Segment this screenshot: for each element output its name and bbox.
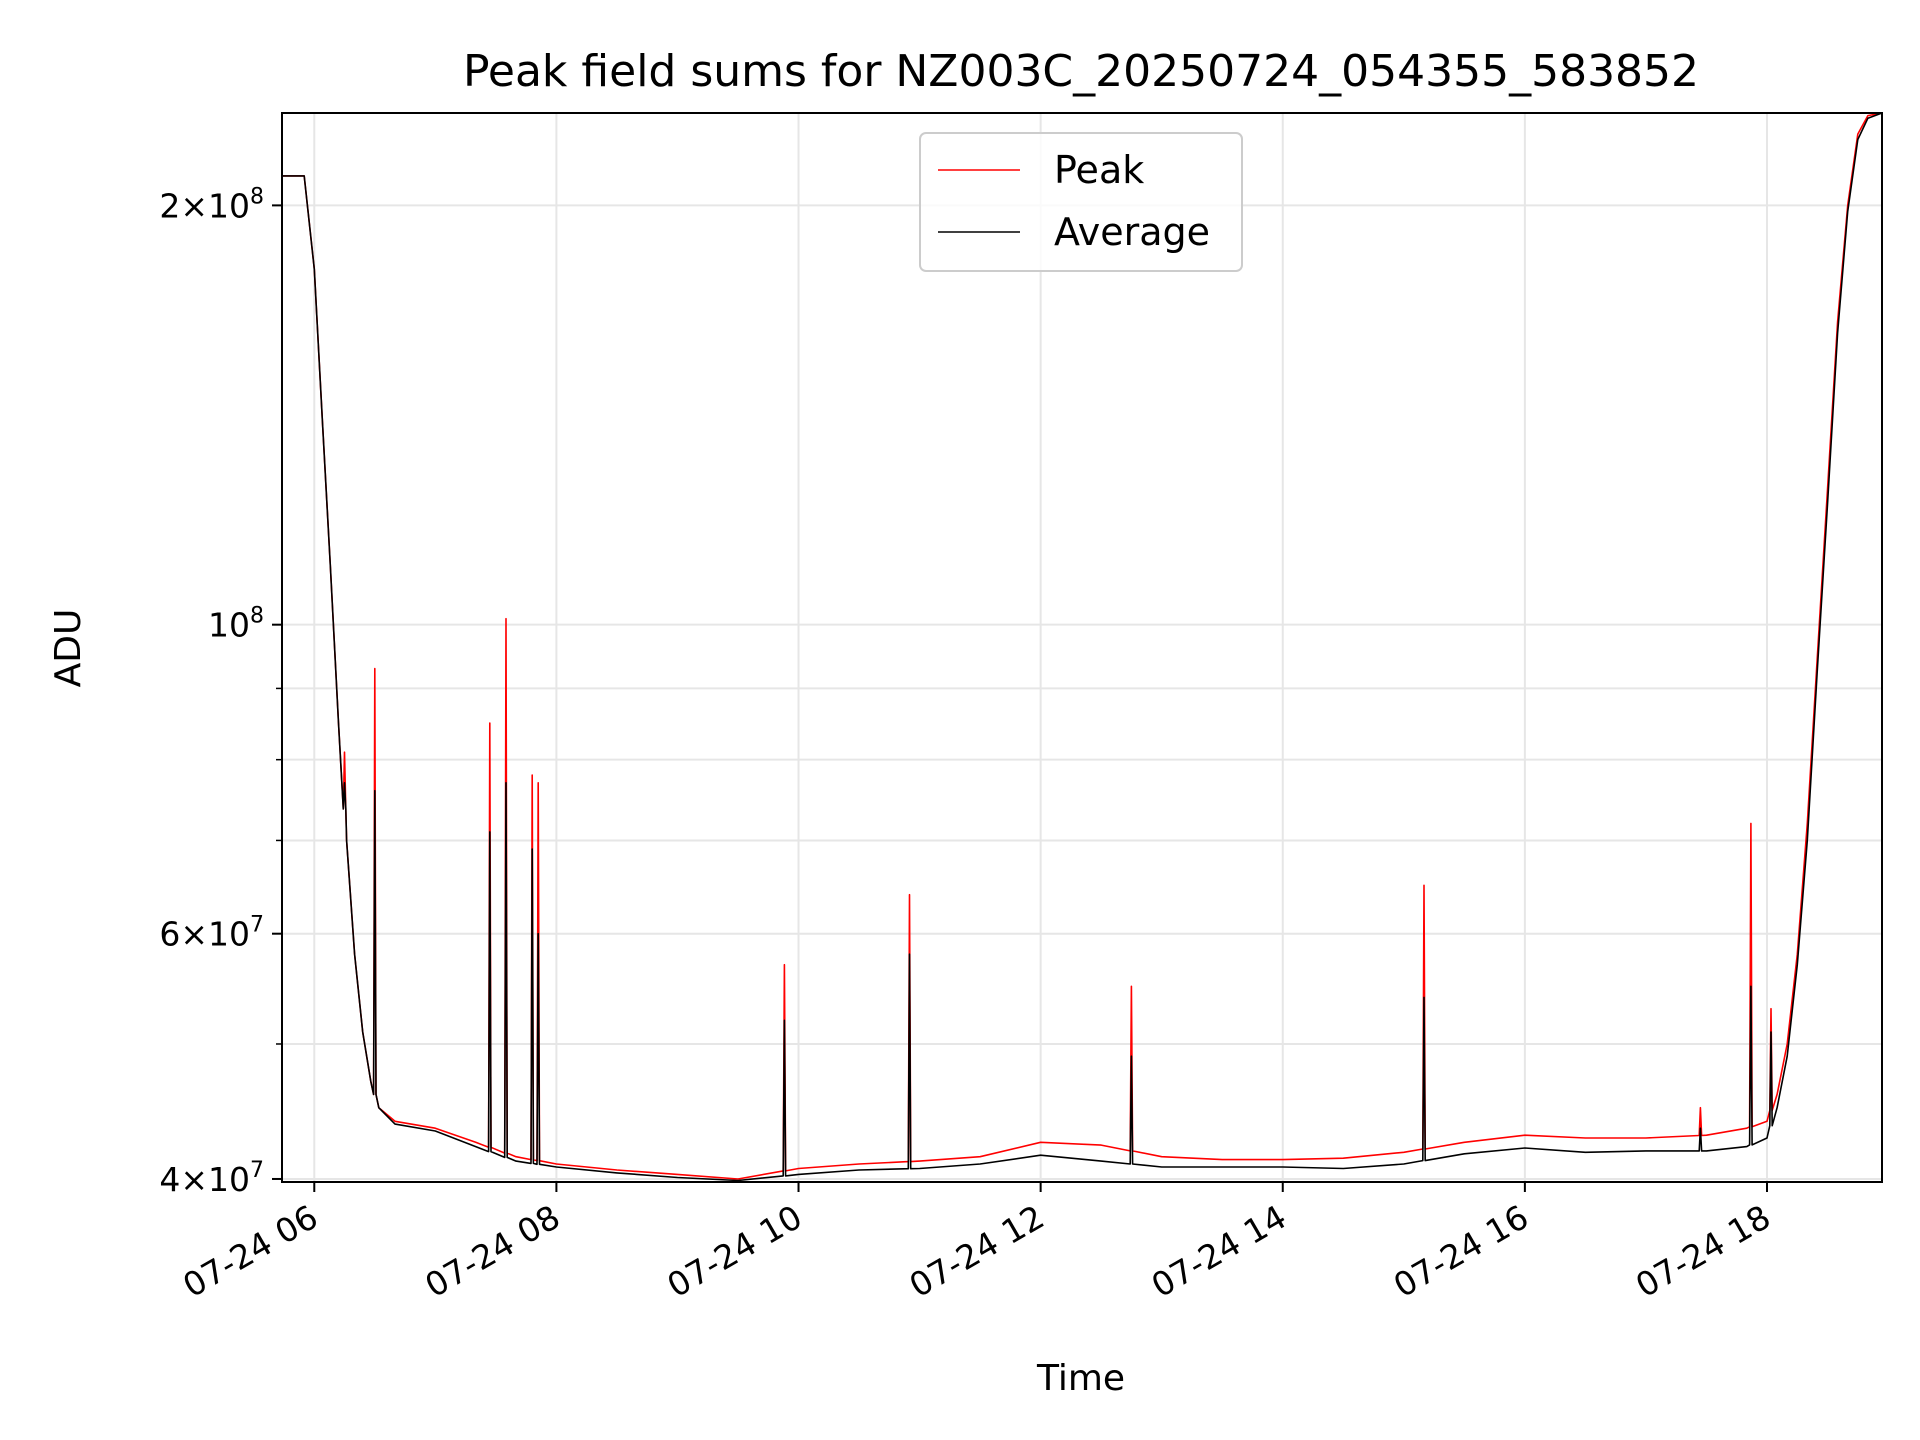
x-tick-label: 07-24 10 [661, 1197, 809, 1305]
x-axis-label: Time [1036, 1358, 1125, 1399]
legend-box [919, 132, 1243, 272]
chart-title: Peak field sums for NZ003C_20250724_0543… [463, 46, 1699, 97]
x-tick-label: 07-24 12 [903, 1197, 1051, 1305]
y-tick-label: 2×108 [159, 184, 264, 225]
x-axis: 07-24 06 07-24 08 07-24 10 07-24 12 07-24 14… [176, 1182, 1777, 1305]
x-tick-label: 07-24 18 [1629, 1197, 1777, 1305]
series-line-peak [282, 112, 1883, 1180]
x-tick-label: 07-24 06 [176, 1197, 324, 1305]
y-tick-label: 108 [208, 604, 264, 645]
series-line-average [282, 112, 1883, 1182]
y-axis-label: ADU [48, 609, 89, 688]
y-tick-label: 6×107 [159, 913, 264, 954]
legend-label-peak: Peak [1054, 148, 1144, 192]
x-tick-label: 07-24 14 [1145, 1197, 1293, 1305]
legend: Peak Average [919, 132, 1243, 272]
x-tick-label: 07-24 08 [418, 1197, 566, 1305]
y-tick-label: 4×107 [159, 1158, 264, 1199]
plot-frame [281, 112, 1883, 1183]
grid [282, 113, 1882, 1182]
y-axis: 2×108 108 6×107 4×107 [159, 184, 282, 1199]
x-tick-label: 07-24 16 [1387, 1197, 1535, 1305]
legend-label-average: Average [1054, 210, 1210, 254]
plot-lines [282, 112, 1883, 1182]
